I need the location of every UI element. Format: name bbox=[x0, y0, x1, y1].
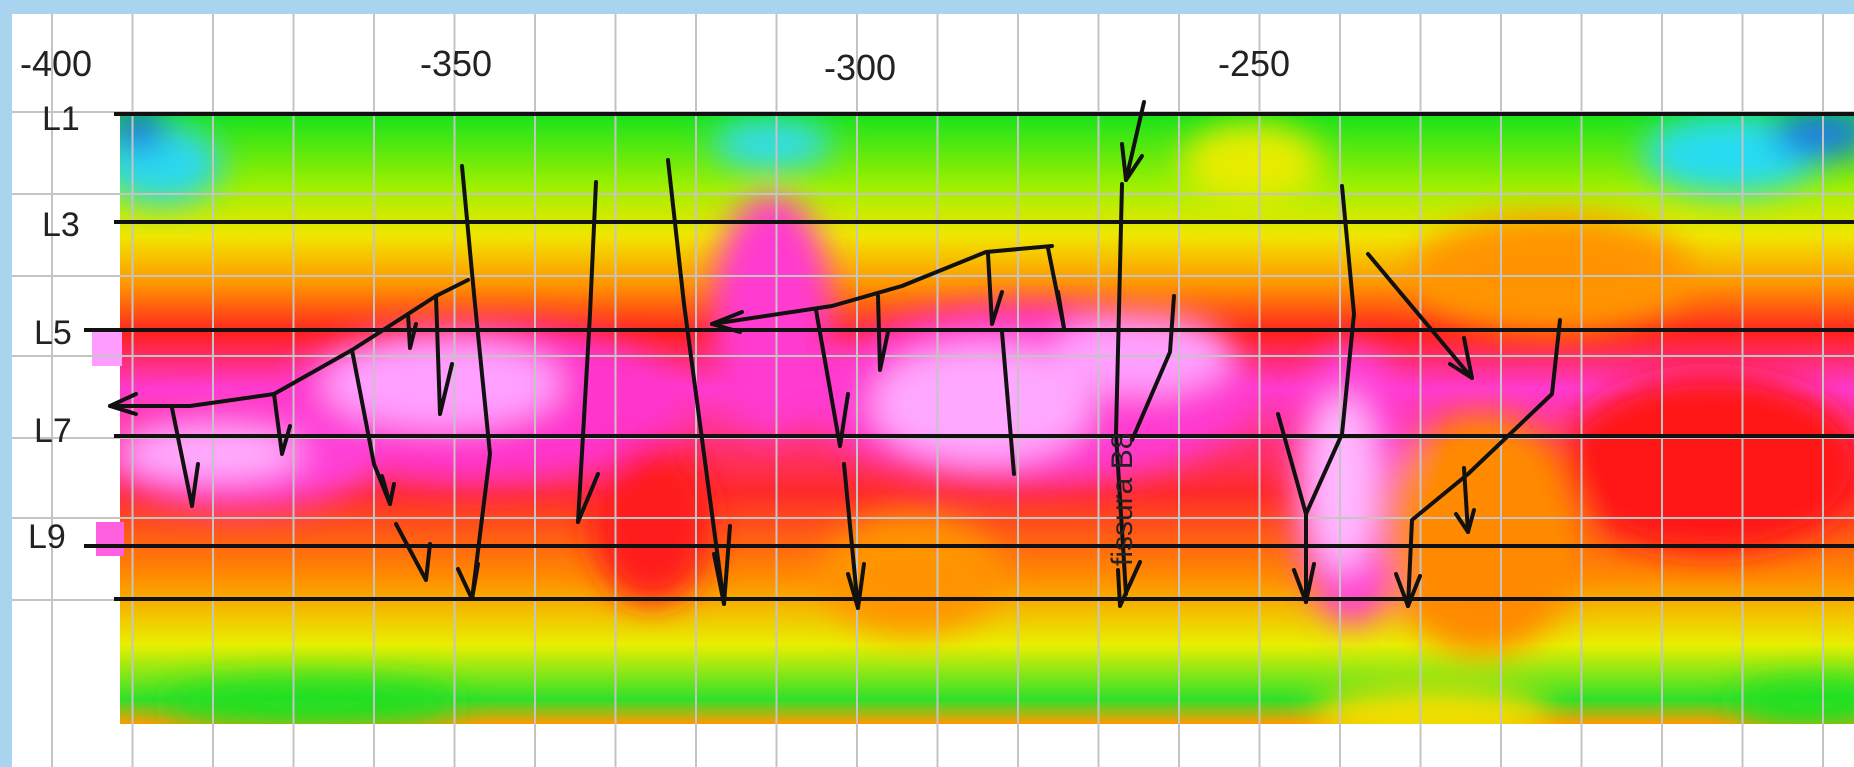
x-tick-label: -300 bbox=[824, 47, 896, 88]
l9-marker-patch bbox=[96, 522, 124, 556]
x-tick-label: -350 bbox=[420, 43, 492, 84]
line-labels: L1 L3 L5 L7 L9 bbox=[28, 100, 80, 556]
line-label-l1: L1 bbox=[42, 100, 80, 138]
fissure-map: -400 -350 -300 -250 L1 L3 L5 L7 L9 bbox=[12, 14, 1854, 767]
l5-marker-patch bbox=[92, 330, 122, 366]
x-tick-label: -400 bbox=[20, 43, 92, 84]
line-label-l3: L3 bbox=[42, 206, 80, 244]
plot-panel: -400 -350 -300 -250 L1 L3 L5 L7 L9 bbox=[12, 14, 1854, 767]
fissure-annotation: fissura B8 bbox=[1106, 433, 1139, 566]
x-axis: -400 -350 -300 -250 bbox=[20, 43, 1290, 88]
line-label-l5: L5 bbox=[34, 314, 72, 352]
resistivity-field bbox=[92, 109, 1854, 744]
line-label-l7: L7 bbox=[34, 412, 72, 450]
line-label-l9: L9 bbox=[28, 518, 66, 556]
x-tick-label: -250 bbox=[1218, 43, 1290, 84]
